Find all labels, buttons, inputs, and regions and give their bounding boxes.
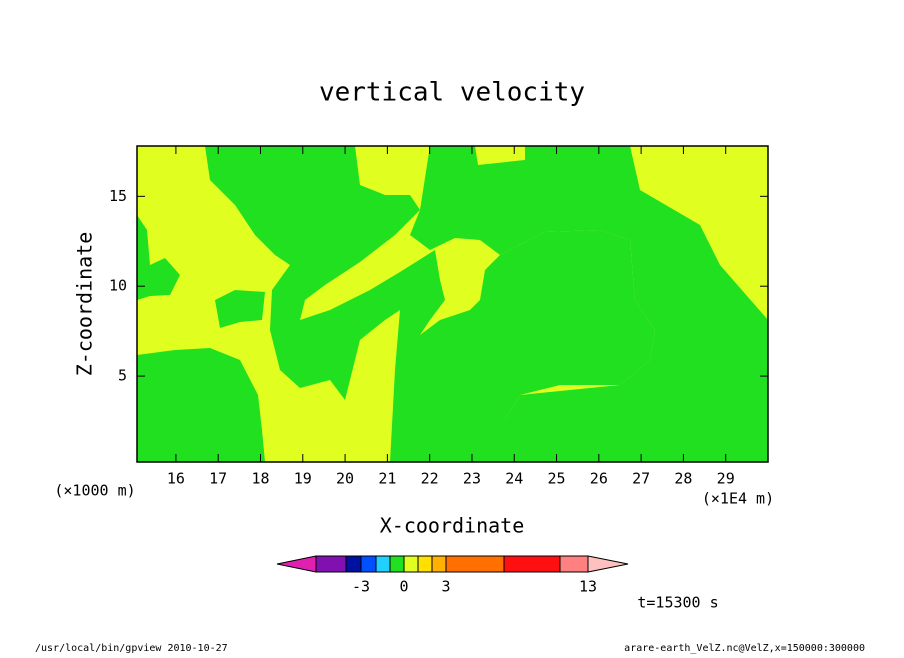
colorbar-tick-label: 0 <box>399 578 408 596</box>
x-tick-label: 17 <box>209 470 227 488</box>
colorbar-box <box>360 555 377 573</box>
x-tick-label: 19 <box>294 470 312 488</box>
colorbar-extension <box>587 555 629 573</box>
x-tick-label: 20 <box>336 470 354 488</box>
colorbar-box <box>559 555 589 573</box>
colorbar-extension <box>276 555 317 573</box>
x-unit: (×1E4 m) <box>702 490 774 508</box>
contour-region <box>205 146 655 462</box>
x-tick-label: 27 <box>632 470 650 488</box>
x-axis-label: X-coordinate <box>380 514 525 538</box>
colorbar-box <box>389 555 405 573</box>
x-tick-label: 23 <box>463 470 481 488</box>
y-unit: (×1000 m) <box>54 482 135 500</box>
contour-regions <box>137 146 768 462</box>
x-tick-label: 29 <box>717 470 735 488</box>
colorbar-tick-label: -3 <box>352 578 370 596</box>
x-tick-label: 21 <box>378 470 396 488</box>
x-tick-label: 22 <box>421 470 439 488</box>
footer-left: /usr/local/bin/gpview 2010-10-27 <box>35 643 228 654</box>
colorbar-box <box>345 555 362 573</box>
x-tick-label: 25 <box>548 470 566 488</box>
y-tick-label: 5 <box>118 367 127 385</box>
y-tick-label: 15 <box>109 187 127 205</box>
colorbar-tick-label: 3 <box>441 578 450 596</box>
y-axis-label: Z-coordinate <box>73 232 97 377</box>
time-label: t=15300 s <box>637 594 718 612</box>
chart-title: vertical velocity <box>319 78 585 108</box>
colorbar-box <box>315 555 347 573</box>
contour-region <box>137 215 180 300</box>
x-tick-label: 24 <box>505 470 523 488</box>
colorbar-tick-label: 13 <box>579 578 597 596</box>
x-tick-label: 28 <box>674 470 692 488</box>
colorbar-box <box>445 555 505 573</box>
colorbar-box <box>375 555 391 573</box>
colorbar-box <box>403 555 419 573</box>
colorbar-box <box>417 555 433 573</box>
x-tick-label: 16 <box>167 470 185 488</box>
colorbar-box <box>503 555 561 573</box>
contour-region <box>137 348 265 462</box>
footer-right: arare-earth_VelZ.nc@VelZ,x=150000:300000 <box>624 643 865 654</box>
axes: 16 17 18 19 20 21 22 23 24 25 26 27 28 29 5 10 15 <box>109 146 768 488</box>
contour-region <box>410 146 768 462</box>
y-tick-label: 10 <box>109 277 127 295</box>
colorbar: -3 0 3 13 <box>276 555 629 596</box>
x-tick-label: 18 <box>251 470 269 488</box>
plot-frame <box>136 145 769 463</box>
x-tick-label: 26 <box>590 470 608 488</box>
colorbar-box <box>431 555 447 573</box>
contour-region <box>215 290 265 328</box>
